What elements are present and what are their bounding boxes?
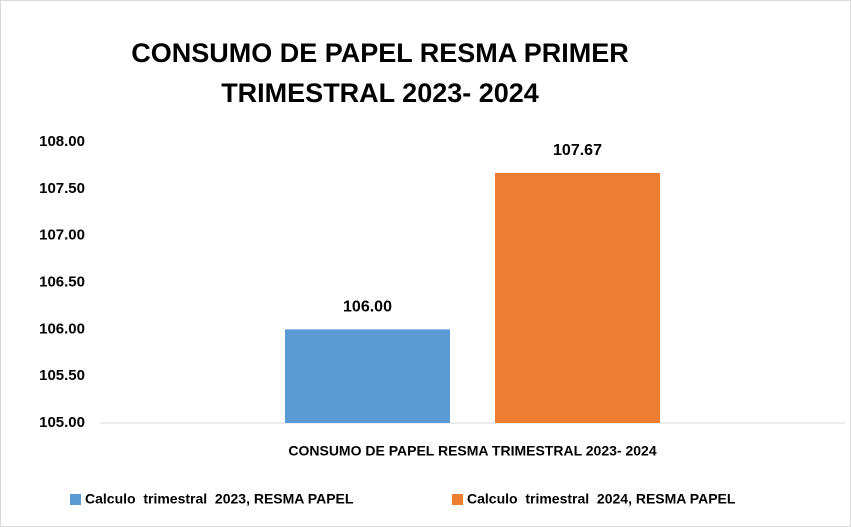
y-tick-label: 106.00 xyxy=(39,320,85,337)
chart-title: CONSUMO DE PAPEL RESMA PRIMER xyxy=(131,38,629,68)
y-tick-label: 106.50 xyxy=(39,273,85,290)
y-tick-label: 107.00 xyxy=(39,227,85,244)
legend-label: Calculo trimestral 2024, RESMA PAPEL xyxy=(467,491,736,507)
bar xyxy=(495,172,660,423)
x-tick-label: CONSUMO DE PAPEL RESMA TRIMESTRAL 2023- … xyxy=(288,443,656,459)
y-tick-label: 105.50 xyxy=(39,367,85,384)
data-label: 107.67 xyxy=(553,142,602,159)
y-tick-label: 108.00 xyxy=(39,133,85,150)
legend-swatch xyxy=(452,494,463,505)
bar xyxy=(285,329,450,423)
data-label: 106.00 xyxy=(343,299,392,316)
legend-label: Calculo trimestral 2023, RESMA PAPEL xyxy=(85,491,354,507)
chart-title: TRIMESTRAL 2023- 2024 xyxy=(221,78,539,108)
y-tick-label: 107.50 xyxy=(39,180,85,197)
legend-swatch xyxy=(70,494,81,505)
y-tick-label: 105.00 xyxy=(39,414,85,431)
